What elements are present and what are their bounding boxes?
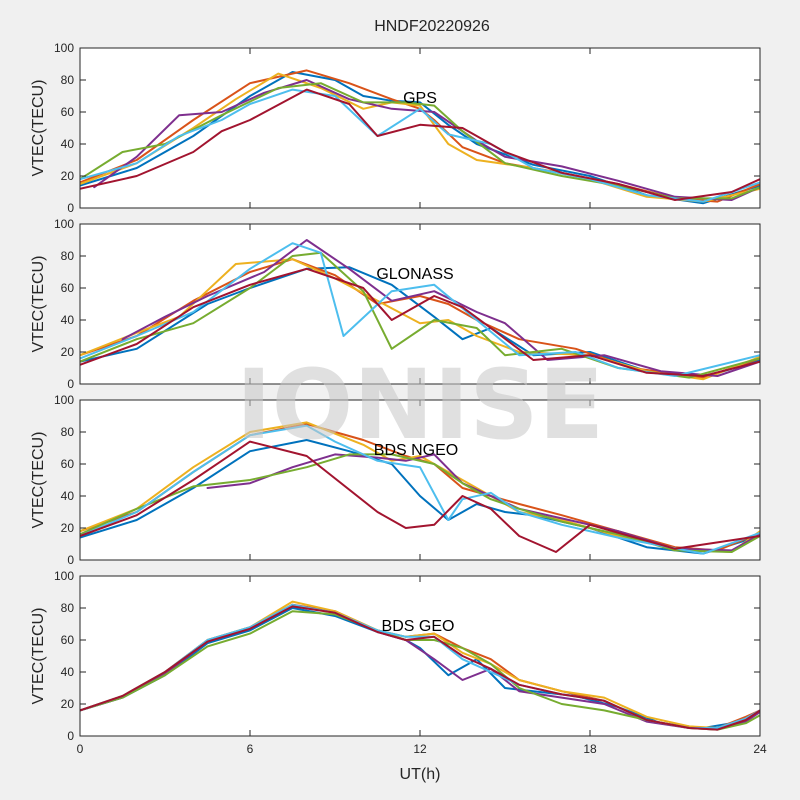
y-tick-label: 0 xyxy=(67,729,74,743)
y-axis-label: VTEC(TECU) xyxy=(30,432,47,529)
x-tick-label: 6 xyxy=(247,742,254,756)
y-tick-label: 40 xyxy=(61,489,75,503)
series-group xyxy=(80,239,760,381)
panel-label: GPS xyxy=(403,90,437,107)
series-line-4 xyxy=(93,79,760,201)
y-tick-label: 100 xyxy=(54,569,74,583)
series-line-7 xyxy=(80,440,760,553)
y-axis-label: VTEC(TECU) xyxy=(30,256,47,353)
axes-panel-2: 0 20 40 60 80 100 VTEC(TECU) GLONASS xyxy=(30,217,761,391)
series-line-7 xyxy=(80,267,760,377)
y-tick-label: 60 xyxy=(61,105,75,119)
y-tick-label: 20 xyxy=(61,169,75,183)
y-axis-label: VTEC(TECU) xyxy=(30,80,47,177)
axes-panel-3: 0 20 40 60 80 100 VTEC(TECU) BDS NGEO xyxy=(30,393,761,567)
y-tick-label: 100 xyxy=(54,217,74,231)
x-axis-label: UT(h) xyxy=(400,766,441,783)
axes-panel-1: 0 20 40 60 80 100 VTEC(TECU) GPS xyxy=(30,41,761,215)
series-line-3 xyxy=(80,258,760,381)
series-group xyxy=(80,69,760,205)
y-tick-label: 60 xyxy=(61,457,75,471)
y-tick-label: 0 xyxy=(67,553,74,567)
panel-label: GLONASS xyxy=(376,266,453,283)
series-group xyxy=(80,600,760,731)
y-tick-label: 80 xyxy=(61,73,75,87)
series-line-1 xyxy=(80,266,760,379)
panel-label: BDS NGEO xyxy=(374,442,458,459)
series-line-6 xyxy=(80,88,760,203)
x-tick-label: 0 xyxy=(77,742,84,756)
panel-label: BDS GEO xyxy=(382,618,455,635)
figure-title: HNDF20220926 xyxy=(374,18,490,35)
y-tick-label: 20 xyxy=(61,345,75,359)
plot-area xyxy=(80,576,760,736)
axes-panel-4: 0 20 40 60 80 100 0 6 12 18 24 VTEC(TECU) BDS GEO xyxy=(30,569,767,756)
y-tick-label: 60 xyxy=(61,281,75,295)
y-tick-label: 80 xyxy=(61,601,75,615)
x-tick-label: 18 xyxy=(583,742,597,756)
y-tick-label: 100 xyxy=(54,393,74,407)
series-line-7 xyxy=(80,605,760,731)
y-tick-label: 80 xyxy=(61,425,75,439)
x-tick-label: 24 xyxy=(753,742,767,756)
y-tick-label: 0 xyxy=(67,377,74,391)
y-tick-label: 80 xyxy=(61,249,75,263)
series-group xyxy=(80,421,760,555)
y-tick-label: 20 xyxy=(61,697,75,711)
watermark: IONISE xyxy=(236,349,604,461)
y-tick-label: 20 xyxy=(61,521,75,535)
x-tick-label: 12 xyxy=(413,742,427,756)
y-tick-label: 0 xyxy=(67,201,74,215)
y-tick-label: 40 xyxy=(61,665,75,679)
y-tick-label: 40 xyxy=(61,137,75,151)
y-tick-label: 60 xyxy=(61,633,75,647)
y-axis-label: VTEC(TECU) xyxy=(30,608,47,705)
series-line-7 xyxy=(80,88,760,201)
series-line-6 xyxy=(80,242,760,377)
y-tick-label: 100 xyxy=(54,41,74,55)
series-line-6 xyxy=(80,424,760,555)
y-tick-label: 40 xyxy=(61,313,75,327)
